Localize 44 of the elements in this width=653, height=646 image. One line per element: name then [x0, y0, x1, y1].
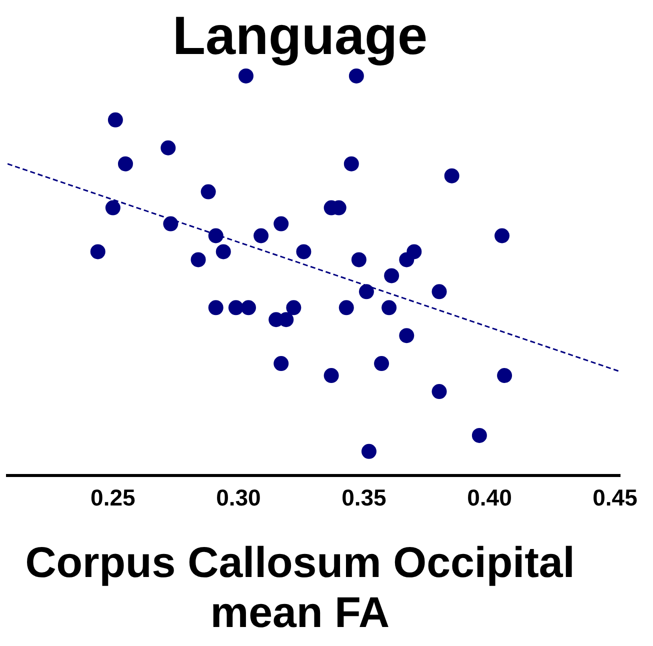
- point: [118, 156, 133, 172]
- x-tick-label: 0.30: [216, 484, 261, 511]
- x-tick-label: 0.45: [592, 484, 638, 511]
- point: [406, 244, 422, 260]
- point: [274, 356, 289, 372]
- point: [361, 444, 376, 459]
- point: [384, 268, 400, 284]
- point: [432, 284, 447, 300]
- point: [240, 300, 256, 316]
- x-tick-label: 0.35: [342, 484, 387, 511]
- x-tick-label: 0.25: [90, 484, 136, 511]
- point: [90, 244, 106, 260]
- point: [296, 244, 312, 260]
- point: [216, 244, 231, 260]
- point: [344, 156, 359, 172]
- point: [444, 168, 460, 184]
- point: [494, 228, 510, 244]
- point: [105, 200, 120, 216]
- point: [163, 216, 178, 232]
- point: [286, 300, 302, 316]
- point: [324, 368, 339, 384]
- point: [358, 284, 374, 300]
- point: [208, 300, 224, 316]
- point: [108, 112, 123, 128]
- point: [228, 300, 244, 316]
- point: [338, 300, 354, 316]
- point: [190, 252, 206, 268]
- point: [374, 356, 390, 372]
- x-tick-label: 0.40: [467, 484, 512, 511]
- point: [208, 228, 224, 244]
- point: [274, 216, 289, 232]
- point: [348, 68, 364, 84]
- point: [351, 252, 366, 268]
- x-axis-title: Corpus Callosum Occipital mean FA: [24, 538, 576, 638]
- point: [399, 328, 414, 344]
- point: [200, 184, 216, 200]
- point: [160, 140, 176, 156]
- point: [238, 68, 254, 84]
- point: [472, 428, 487, 443]
- point: [382, 300, 397, 316]
- chart-title: Language: [171, 5, 429, 68]
- point: [497, 368, 512, 384]
- point: [432, 384, 447, 400]
- point: [254, 228, 269, 244]
